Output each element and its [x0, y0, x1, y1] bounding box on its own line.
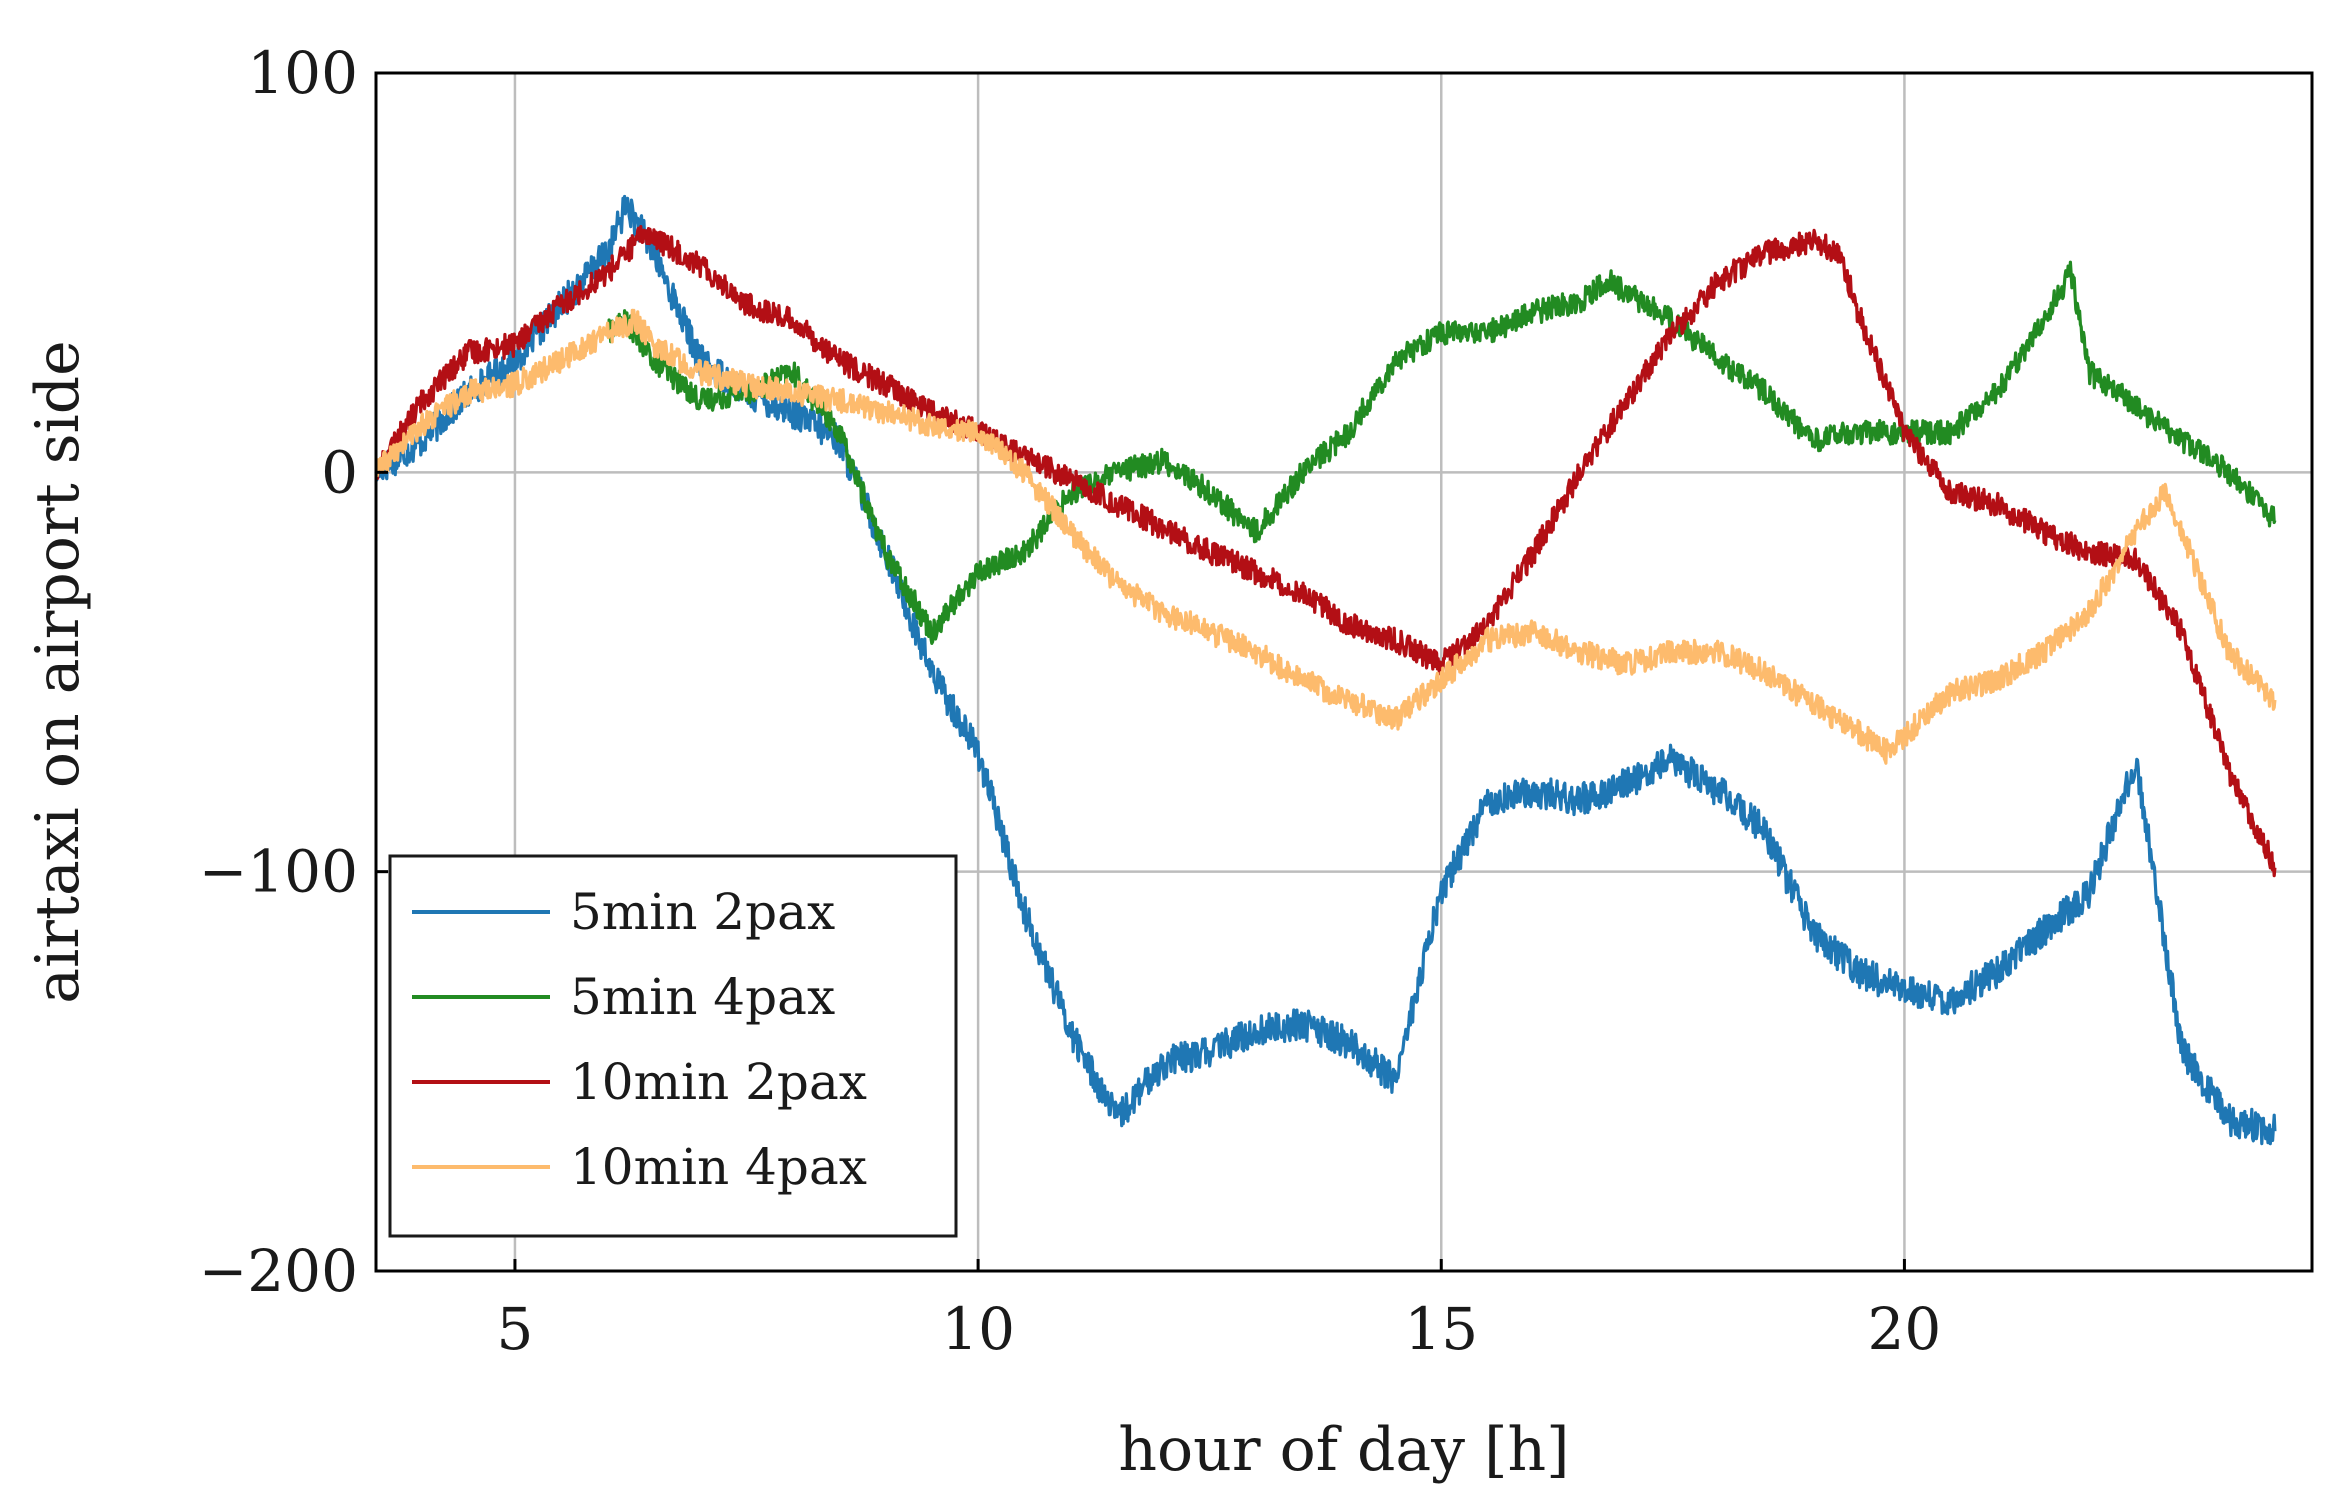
y-axis-title: airtaxi on airport side [23, 340, 93, 1003]
y-tick-label: 0 [321, 438, 358, 506]
series-lines [374, 194, 2277, 1146]
series-line-5min-4pax [606, 260, 2277, 645]
x-tick-label: 15 [1404, 1295, 1478, 1363]
legend-box [388, 854, 958, 1238]
plot-frame [374, 71, 2314, 1273]
series-line-5min-2pax [374, 194, 2277, 1146]
legend-items: 5min 2pax 5min 4pax 10min 2pax 10min 4pax [412, 883, 867, 1196]
legend-label: 10min 2pax [570, 1053, 867, 1111]
x-axis-ticks: 5 10 15 20 [496, 1259, 1941, 1363]
y-axis-ticks: −200 −100 0 100 [199, 39, 388, 1305]
y-tick-label: −100 [199, 838, 358, 906]
legend-label: 5min 2pax [570, 883, 835, 941]
y-tick-label: −200 [199, 1237, 358, 1305]
x-tick-label: 5 [496, 1295, 533, 1363]
legend-label: 10min 4pax [570, 1138, 867, 1196]
series-line-10min-4pax [374, 308, 2277, 765]
x-tick-label: 20 [1868, 1295, 1942, 1363]
legend: 5min 2pax 5min 4pax 10min 2pax 10min 4pax [388, 854, 958, 1238]
series-line-10min-2pax [374, 225, 2277, 878]
x-tick-label: 10 [941, 1295, 1015, 1363]
x-axis-title: hour of day [h] [1118, 1415, 1569, 1485]
legend-label: 5min 4pax [570, 968, 835, 1026]
y-tick-label: 100 [247, 39, 358, 107]
